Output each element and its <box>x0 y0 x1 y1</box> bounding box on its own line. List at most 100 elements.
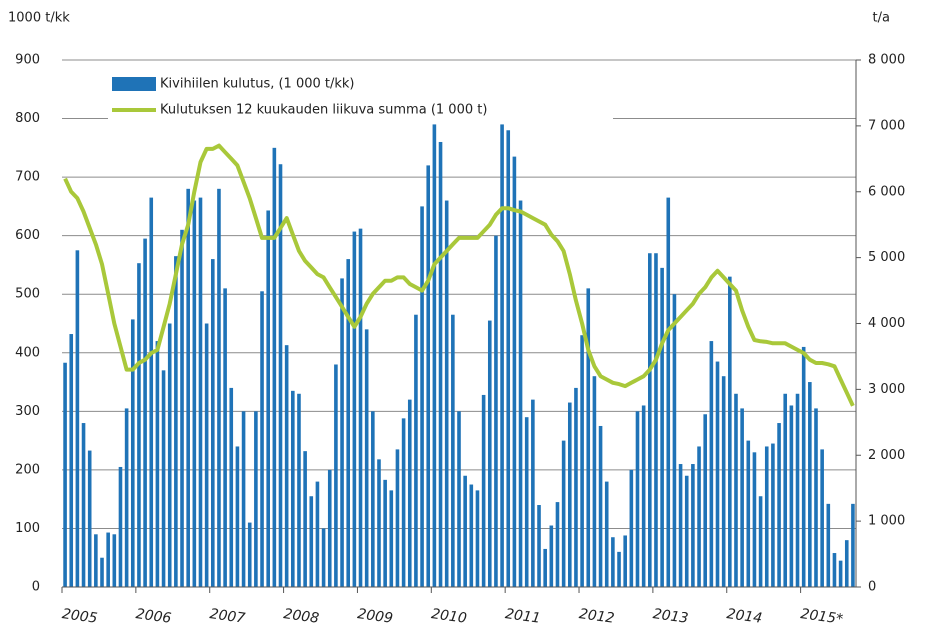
bar <box>235 446 240 587</box>
x-tick-label: 2012 <box>578 606 616 627</box>
bar <box>457 411 461 587</box>
legend-label: Kulutuksen 12 kuukauden liikuva summa (1… <box>160 103 487 118</box>
bar <box>851 503 855 587</box>
bar <box>500 124 504 588</box>
bar <box>266 210 270 587</box>
bar <box>777 423 781 587</box>
x-tick-label: 2014 <box>726 606 764 627</box>
x-tick-label: 2013 <box>652 606 690 627</box>
y2-tick-label: 8 000 <box>868 53 905 68</box>
bar <box>512 156 517 587</box>
bar <box>340 278 344 587</box>
bar <box>598 425 603 587</box>
y-axis-label: 1000 t/kk <box>8 11 70 26</box>
y2-tick-label: 2 000 <box>868 448 905 463</box>
y-tick-label: 0 <box>32 580 40 595</box>
bar <box>666 197 671 587</box>
bar <box>278 164 283 587</box>
bar <box>241 411 246 587</box>
bar <box>635 411 640 587</box>
bar <box>506 130 511 587</box>
bar <box>814 408 818 587</box>
bar <box>617 551 621 587</box>
bar <box>684 475 689 587</box>
bar <box>629 469 634 587</box>
bar <box>155 341 160 587</box>
bar <box>106 532 110 587</box>
y-tick-label: 800 <box>15 111 40 126</box>
bar <box>567 402 572 587</box>
bar <box>734 393 738 587</box>
y2-tick-label: 7 000 <box>868 118 905 133</box>
bar <box>247 522 252 587</box>
bar <box>420 206 424 587</box>
bar <box>623 535 627 587</box>
bar <box>124 408 129 587</box>
y2-tick-label: 3 000 <box>868 382 905 397</box>
bar <box>254 411 258 587</box>
y-tick-label: 700 <box>15 170 40 185</box>
y2-tick-label: 1 000 <box>868 514 905 529</box>
bar <box>531 399 535 587</box>
bar <box>401 418 406 587</box>
bar <box>715 361 720 587</box>
bar <box>543 548 547 587</box>
axes-layer: 0 100 200 300 400 500 600 700 800 900 0 1 000 2 000 3… <box>15 53 905 628</box>
bar <box>143 238 147 587</box>
y-tick-label: 100 <box>15 521 40 536</box>
bar <box>764 446 769 587</box>
bar <box>198 197 203 587</box>
bar <box>844 540 849 587</box>
bar <box>586 288 591 587</box>
bar <box>580 335 584 587</box>
bar <box>260 291 264 587</box>
legend-layer: Kivihiilen kulutus, (1 000 t/kk) Kulutuks… <box>108 72 613 120</box>
bar <box>161 370 166 587</box>
bar <box>69 334 74 587</box>
bar <box>389 490 394 587</box>
bar <box>217 188 221 588</box>
bar <box>721 376 726 587</box>
bar <box>537 505 541 587</box>
bar <box>63 362 67 587</box>
bar <box>284 345 289 587</box>
bar <box>118 466 123 587</box>
bar <box>321 528 326 587</box>
bar <box>518 200 523 588</box>
bar <box>438 141 443 587</box>
x-tick-label: 2010 <box>430 606 468 627</box>
bar <box>783 393 788 587</box>
bar <box>648 253 652 587</box>
bar <box>469 484 474 587</box>
bar <box>180 229 184 588</box>
bar <box>210 259 215 587</box>
y2-tick-label: 4 000 <box>868 316 905 331</box>
bar <box>838 560 843 587</box>
bar <box>75 250 80 588</box>
bar <box>432 124 437 588</box>
bar <box>137 263 141 587</box>
bar <box>100 557 104 587</box>
bar <box>291 390 295 587</box>
x-tick-label: 2011 <box>504 606 542 627</box>
bar <box>463 475 467 587</box>
bar <box>451 314 455 587</box>
y-tick-label: 200 <box>15 462 40 477</box>
bar <box>364 329 369 587</box>
bar <box>654 253 658 587</box>
bar <box>315 481 320 587</box>
bar <box>487 320 492 587</box>
bar <box>672 294 677 587</box>
y-tick-label: 400 <box>15 345 40 360</box>
bar <box>94 534 98 587</box>
bar <box>204 323 209 587</box>
bar <box>297 393 301 587</box>
y-tick-label: 300 <box>15 404 40 419</box>
legend-swatch <box>112 77 156 91</box>
bar <box>555 502 560 587</box>
y2-tick-label: 0 <box>868 580 876 595</box>
bar <box>795 393 800 587</box>
x-tick-label: 2007 <box>209 606 247 627</box>
bar <box>395 449 400 587</box>
y-tick-label: 900 <box>15 53 40 68</box>
